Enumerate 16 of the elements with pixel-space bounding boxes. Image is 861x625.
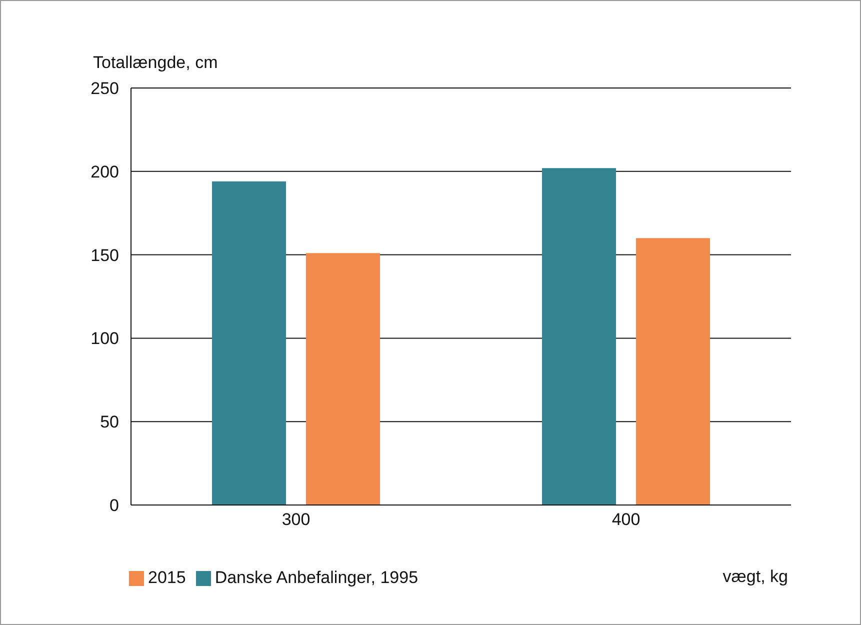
bar [306,253,380,505]
bar [542,168,616,505]
bar [636,238,710,505]
y-tick-label: 200 [90,162,119,182]
x-tick-label: 300 [282,510,310,530]
x-axis-title: vægt, kg [722,567,788,587]
legend-label: 2015 [148,568,186,587]
x-tick-label: 400 [612,510,640,530]
bar [212,181,286,505]
y-tick-label: 250 [90,79,119,98]
y-tick-label: 50 [100,412,119,432]
y-tick-label: 150 [90,246,119,265]
y-tick-label: 100 [90,329,119,348]
legend-label: Danske Anbefalinger, 1995 [214,568,418,587]
y-axis-title: Totallængde, cm [93,53,218,73]
y-tick-label: 0 [110,496,119,516]
